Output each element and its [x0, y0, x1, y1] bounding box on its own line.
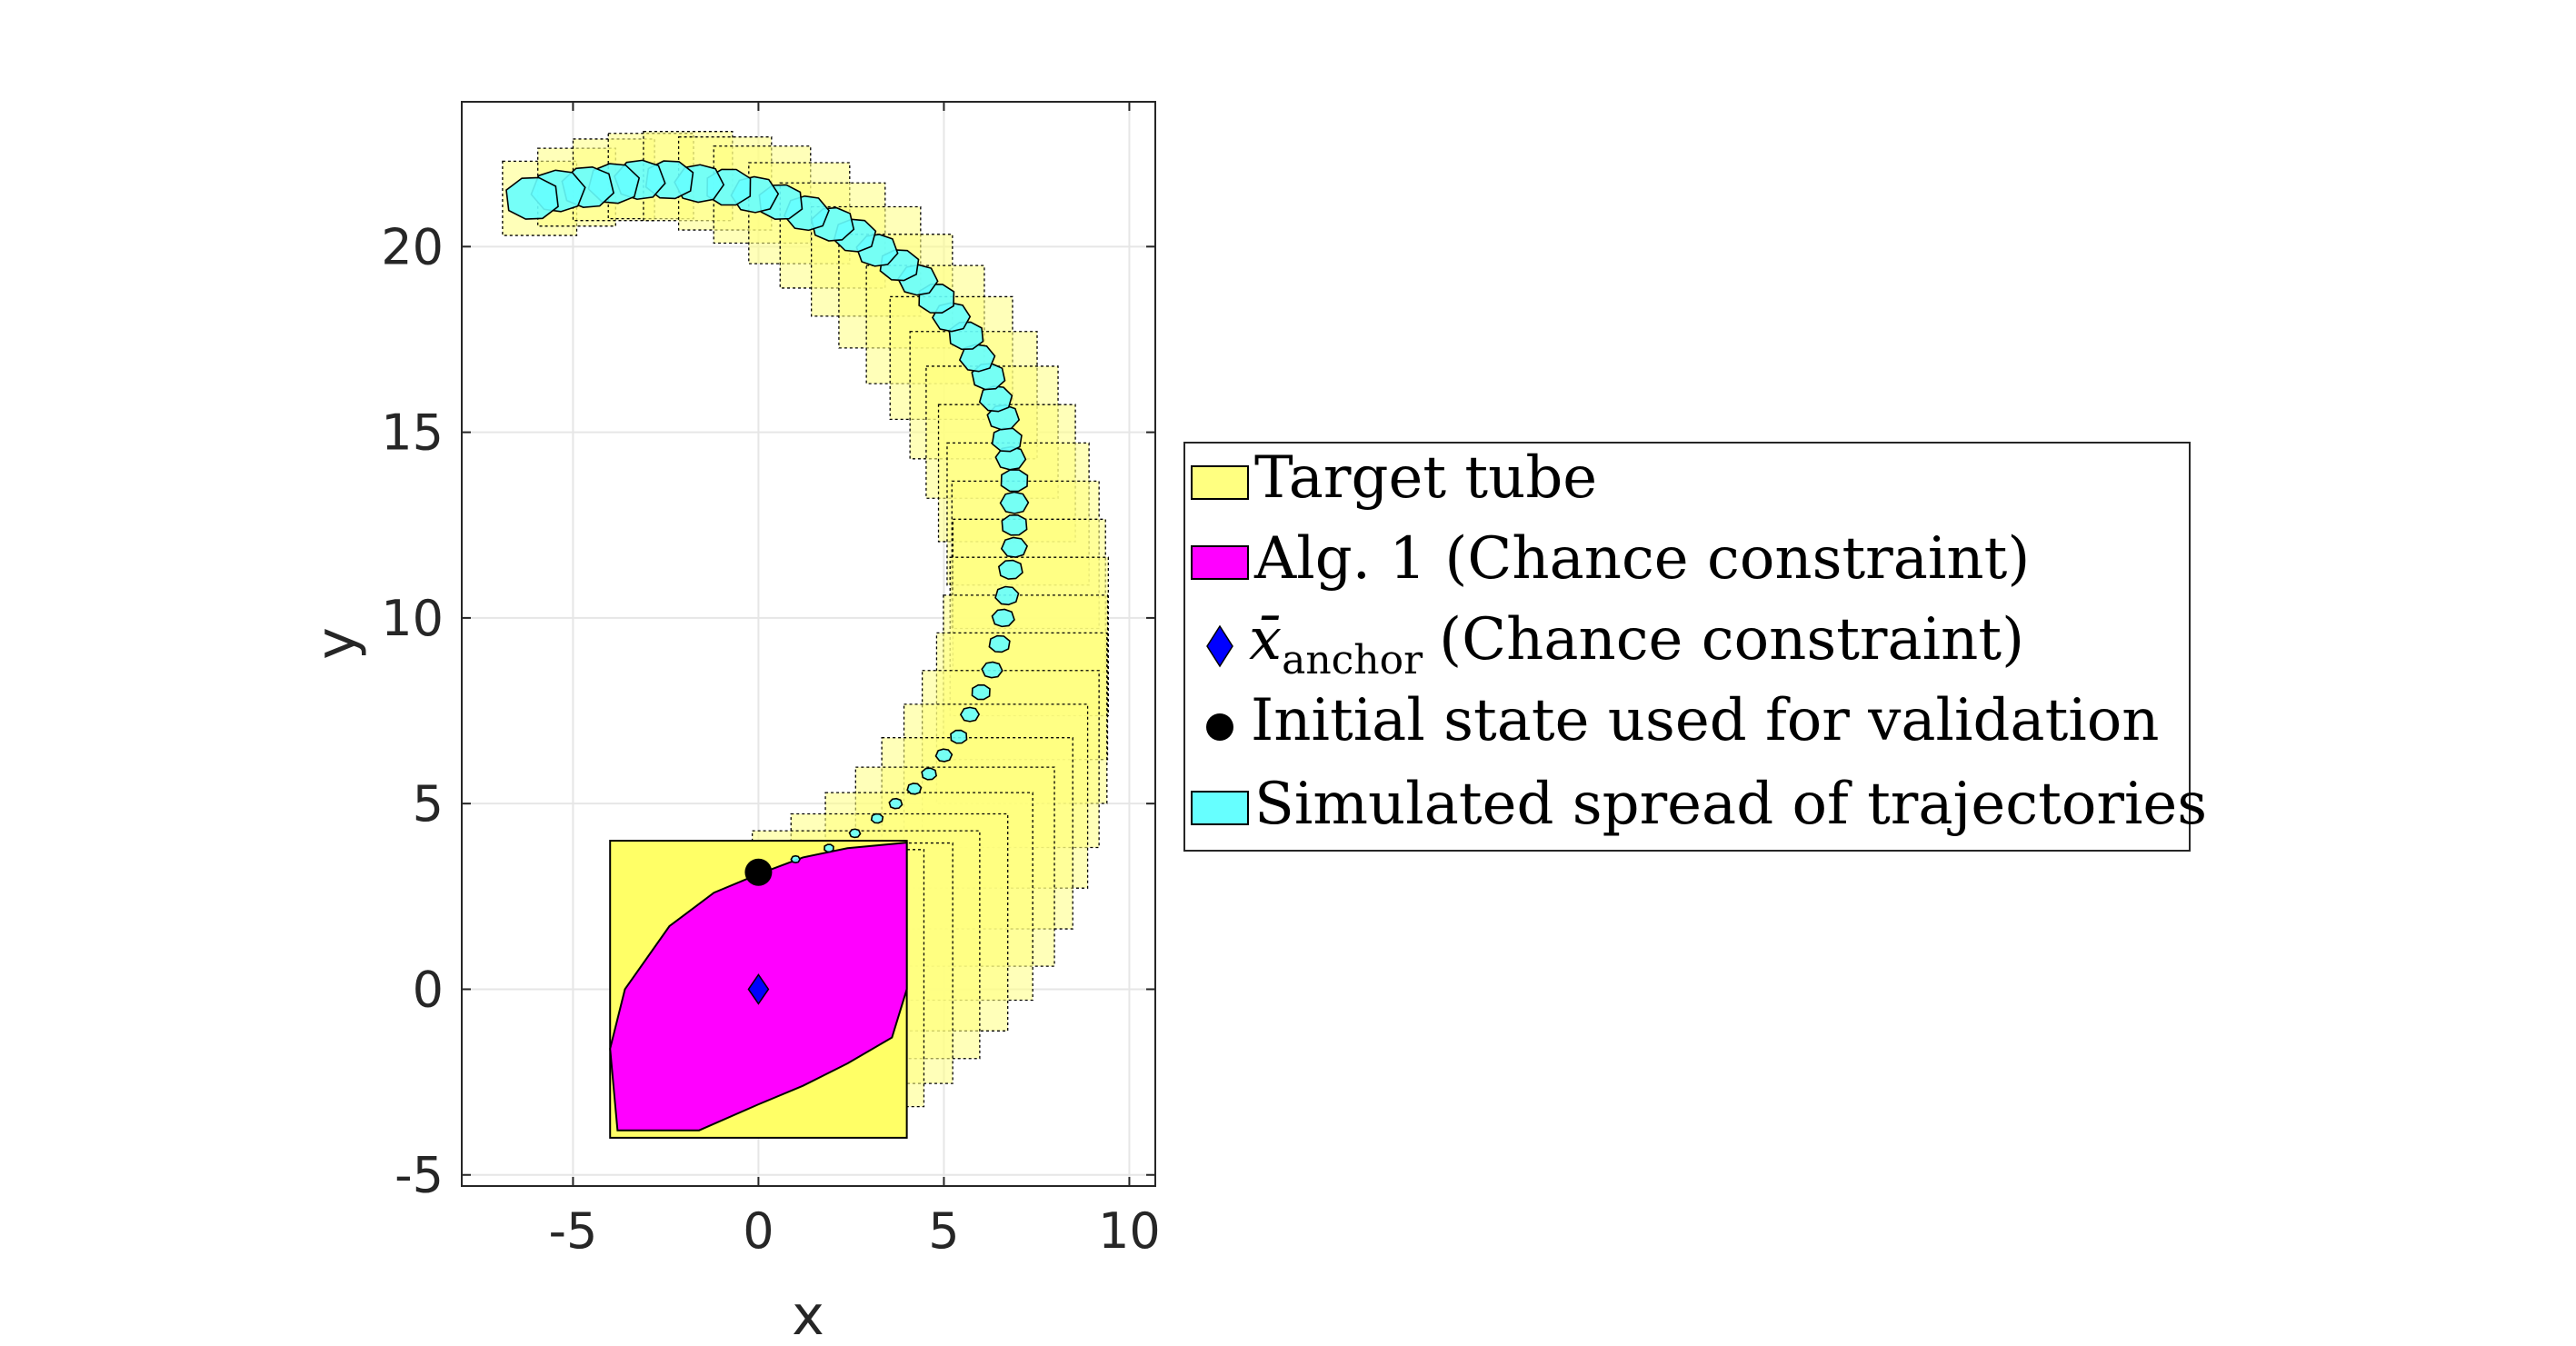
trajectory-spread-set — [790, 854, 802, 864]
plot-box — [461, 101, 1156, 1187]
trajectory-spread-set — [991, 427, 1023, 453]
legend-marker-initial-state — [1206, 713, 1233, 741]
trajectory-spread-set — [981, 661, 1003, 679]
trajectory-spread-set — [934, 748, 954, 763]
point-markers — [744, 858, 773, 1005]
x-axis-label: x — [792, 1284, 824, 1346]
trajectory-spread-set — [505, 176, 559, 220]
trajectory-spread-set — [999, 491, 1030, 514]
trajectory-spread-set — [906, 783, 923, 795]
trajectory-spread-set — [958, 344, 996, 373]
x-tick-label: 5 — [928, 1202, 959, 1260]
y-axis-label: y — [305, 627, 368, 660]
legend-label-initial-state: Initial state used for validation — [1251, 687, 2160, 754]
legend-marker-anchor — [1206, 624, 1233, 668]
trajectory-spread-set — [978, 385, 1013, 413]
x-tick-label: -5 — [548, 1202, 597, 1260]
legend-label-trajectories: Simulated spread of trajectories — [1254, 771, 2207, 838]
legend-label-alg1: Alg. 1 (Chance constraint) — [1253, 525, 2030, 593]
y-tick-label: 0 — [413, 961, 444, 1018]
legend-swatch-alg1 — [1191, 545, 1249, 580]
x-tick-label: 0 — [743, 1202, 774, 1260]
legend-label-target-tube: Target tube — [1254, 444, 1597, 512]
legend-anchor-subscript: anchor — [1282, 637, 1423, 683]
x-tick-label: 10 — [1098, 1202, 1161, 1260]
legend-swatch-target-tube — [1191, 465, 1249, 500]
y-tick-label: 20 — [381, 218, 444, 275]
trajectory-spread-set — [988, 634, 1011, 653]
y-tick-label: 10 — [381, 590, 444, 647]
simulated-trajectory-spread — [505, 159, 1030, 864]
legend: Target tube Alg. 1 (Chance constraint) x… — [1183, 442, 2207, 852]
trajectory-spread-set — [824, 843, 834, 853]
axis-ticks: -5 0 5 10 -5 0 5 10 15 20 — [381, 102, 1161, 1260]
y-tick-label: 5 — [413, 775, 444, 833]
trajectory-spread-set — [848, 828, 862, 839]
trajectory-spread-set — [1001, 513, 1028, 536]
legend-anchor-symbol: x̄ — [1249, 606, 1282, 673]
legend-swatch-trajectories — [1191, 791, 1249, 825]
y-tick-label: 15 — [381, 404, 444, 462]
trajectory-spread-set — [1000, 536, 1029, 558]
trajectory-spread-set — [870, 813, 884, 824]
trajectory-spread-set — [971, 683, 991, 701]
trajectory-spread-set — [994, 585, 1020, 606]
initial-state-marker — [744, 858, 773, 886]
trajectory-spread-set — [997, 559, 1023, 580]
legend-anchor-label: (Chance constraint) — [1439, 606, 2024, 673]
y-tick-label: -5 — [394, 1147, 444, 1204]
legend-label-anchor: x̄anchor (Chance constraint) — [1249, 606, 2024, 683]
trajectory-spread-set — [991, 608, 1015, 628]
trajectory-spread-set — [959, 706, 981, 723]
trajectory-spread-set — [888, 797, 904, 810]
trajectory-spread-set — [1000, 469, 1029, 493]
trajectory-spread-set — [921, 767, 937, 781]
x-anchor-marker — [747, 973, 770, 1005]
trajectory-spread-set — [950, 729, 968, 744]
legend-box — [1183, 442, 2191, 852]
